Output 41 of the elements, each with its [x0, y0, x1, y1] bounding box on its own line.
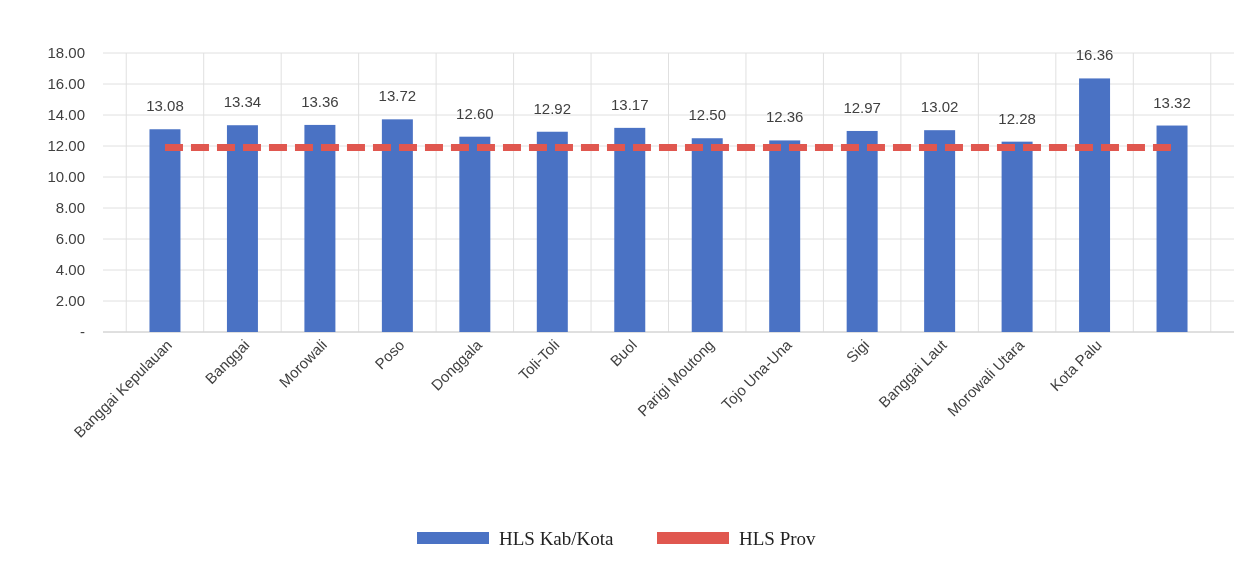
y-tick-label: 18.00 — [47, 44, 85, 62]
bar — [459, 136, 491, 332]
bar — [1001, 141, 1033, 332]
bar — [381, 119, 413, 332]
y-tick-label: 10.00 — [47, 168, 85, 186]
bar — [226, 125, 258, 332]
y-tick-label: 14.00 — [47, 106, 85, 124]
y-tick-label: 12.00 — [47, 137, 85, 155]
data-label: 13.17 — [610, 95, 649, 113]
bar — [304, 124, 336, 332]
data-label: 12.28 — [998, 109, 1036, 127]
data-label: 13.32 — [1153, 93, 1191, 111]
bar — [614, 127, 646, 332]
y-tick-label: 2.00 — [55, 292, 85, 310]
bar — [924, 130, 956, 332]
data-label: 13.36 — [301, 92, 339, 110]
y-tick-label: 4.00 — [55, 261, 85, 279]
bar — [1079, 78, 1111, 332]
x-tick-label: Sigi — [842, 336, 873, 366]
data-label: 13.34 — [223, 93, 262, 111]
bar — [846, 130, 878, 332]
data-label: 12.60 — [456, 104, 494, 122]
y-tick-label: 6.00 — [55, 230, 85, 248]
bar — [1156, 125, 1188, 332]
y-tick-label: 16.00 — [47, 75, 85, 93]
data-label: 13.72 — [378, 87, 417, 105]
data-label: 13.08 — [146, 97, 184, 115]
data-label: 12.36 — [765, 108, 804, 126]
y-tick-label: 8.00 — [55, 199, 85, 217]
bar — [149, 129, 181, 332]
data-label: 12.50 — [688, 106, 727, 124]
bar — [769, 140, 801, 332]
data-label: 16.36 — [1075, 46, 1114, 64]
data-label: 12.92 — [533, 99, 572, 117]
bar — [536, 131, 568, 332]
legend-label: HLS Kab/Kota — [499, 527, 615, 549]
legend-label: HLS Prov — [739, 527, 817, 549]
data-label: 13.02 — [920, 98, 959, 116]
y-tick-label: - — [80, 323, 85, 341]
data-label: 12.97 — [843, 98, 881, 116]
bar — [691, 138, 723, 332]
